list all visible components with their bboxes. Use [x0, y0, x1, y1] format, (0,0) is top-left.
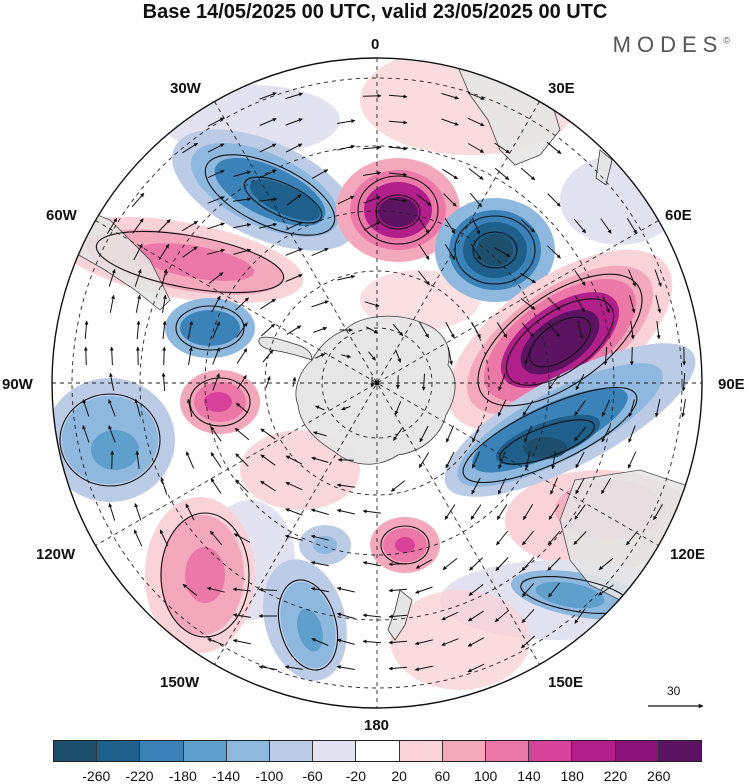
colorbar-tick-label: 180 [561, 768, 584, 784]
positive-anomaly [378, 197, 418, 227]
positive-anomaly [204, 392, 232, 412]
longitude-label-60e: 60E [665, 207, 692, 224]
colorbar-tick-label: -220 [126, 768, 154, 784]
colorbar-tick-label: -20 [346, 768, 366, 784]
anomaly-field [40, 45, 720, 730]
longitude-label-90w: 90W [2, 376, 33, 393]
colorbar [53, 740, 702, 762]
south-pole-marker [375, 381, 380, 386]
colorbar-tick-label: -140 [212, 768, 240, 784]
colorbar-cell [616, 741, 659, 761]
colorbar-cell [184, 741, 227, 761]
longitude-label-60w: 60W [46, 207, 77, 224]
colorbar-tick-label: -100 [255, 768, 283, 784]
colorbar-tick-label: 100 [474, 768, 497, 784]
colorbar-cell [572, 741, 615, 761]
longitude-label-180: 180 [364, 717, 389, 734]
positive-anomaly [185, 547, 225, 603]
negative-anomaly [313, 536, 337, 554]
colorbar-cell [140, 741, 183, 761]
colorbar-cell [270, 741, 313, 761]
wind-vector-arrow [632, 347, 633, 365]
colorbar-tick-label: -180 [169, 768, 197, 784]
colorbar-cell [529, 741, 572, 761]
longitude-label-120e: 120E [670, 546, 705, 563]
colorbar-tick-label: 140 [517, 768, 540, 784]
longitude-label-30e: 30E [548, 80, 575, 97]
longitude-label-90e: 90E [718, 376, 745, 393]
positive-anomaly [395, 537, 415, 553]
negative-anomaly [477, 234, 513, 266]
colorbar-cell [400, 741, 443, 761]
longitude-label-0: 0 [371, 36, 379, 53]
negative-anomaly [523, 437, 567, 459]
colorbar-cell [659, 741, 701, 761]
longitude-label-30w: 30W [170, 80, 201, 97]
anomaly-patch [560, 155, 680, 245]
colorbar-tick-label: 220 [604, 768, 627, 784]
colorbar-cell [356, 741, 399, 761]
colorbar-cell [227, 741, 270, 761]
colorbar-tick-label: 260 [647, 768, 670, 784]
colorbar-cell [486, 741, 529, 761]
colorbar-tick-label: 60 [435, 768, 451, 784]
colorbar-cell [54, 741, 97, 761]
colorbar-cell [97, 741, 140, 761]
wind-vector-arrow [112, 451, 113, 469]
wind-vector-arrow [164, 347, 165, 365]
colorbar-tick-label: -60 [302, 768, 322, 784]
colorbar-tick-label: 20 [391, 768, 407, 784]
colorbar-cell [313, 741, 356, 761]
negative-anomaly [91, 430, 139, 470]
colorbar-cell [443, 741, 486, 761]
colorbar-tick-label: -260 [82, 768, 110, 784]
longitude-label-150w: 150W [160, 674, 199, 691]
wind-vector-arrow [86, 347, 87, 365]
longitude-label-150e: 150E [548, 674, 583, 691]
longitude-label-120w: 120W [36, 546, 75, 563]
reference-vector-label: 30 [667, 684, 680, 698]
negative-anomaly [180, 310, 240, 346]
